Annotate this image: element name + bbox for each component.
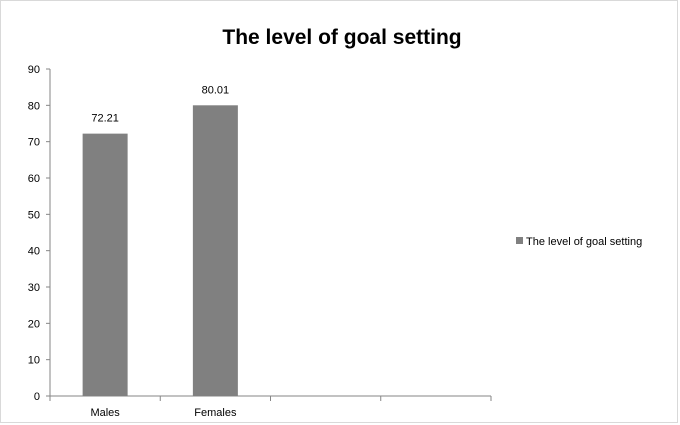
bar	[192, 105, 238, 396]
y-tick-label: 80	[28, 100, 40, 112]
bar	[82, 133, 128, 396]
legend: The level of goal setting	[516, 236, 642, 248]
y-tick-label: 10	[28, 355, 40, 367]
chart-title: The level of goal setting	[222, 26, 461, 49]
x-category-label: Females	[194, 407, 237, 419]
y-tick-label: 60	[28, 173, 40, 185]
y-tick-label: 70	[28, 137, 40, 149]
bar-data-label: 80.01	[202, 84, 230, 96]
x-category-label: Males	[90, 407, 120, 419]
bar-data-label: 72.21	[91, 113, 119, 125]
y-tick-label: 0	[34, 391, 40, 403]
y-tick-label: 50	[28, 209, 40, 221]
bars	[82, 105, 238, 396]
y-tick-label: 90	[28, 64, 40, 76]
data-labels: 72.21 80.01	[91, 84, 229, 124]
y-tick-label: 40	[28, 246, 40, 258]
y-tick-label: 20	[28, 318, 40, 330]
legend-label: The level of goal setting	[526, 236, 642, 248]
y-tick-label: 30	[28, 282, 40, 294]
legend-swatch	[516, 237, 523, 244]
